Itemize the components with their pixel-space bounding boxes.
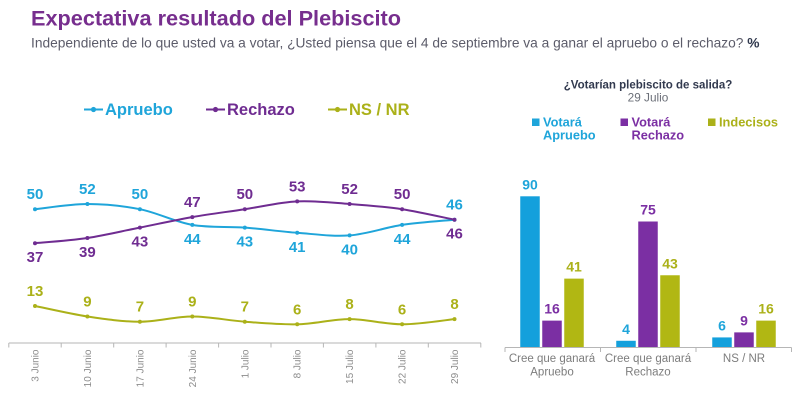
svg-text:Indecisos: Indecisos <box>719 115 778 130</box>
svg-text:7: 7 <box>241 299 249 316</box>
svg-text:46: 46 <box>446 197 463 214</box>
svg-text:13: 13 <box>27 283 44 300</box>
svg-text:22 Julio: 22 Julio <box>398 349 409 384</box>
svg-text:16: 16 <box>758 301 774 317</box>
svg-text:29 Julio: 29 Julio <box>628 91 669 105</box>
svg-text:9: 9 <box>83 294 91 311</box>
svg-text:10 Junio: 10 Junio <box>83 349 94 387</box>
svg-text:Apruebo: Apruebo <box>105 101 173 119</box>
svg-text:29 Julio: 29 Julio <box>450 349 461 384</box>
svg-text:4: 4 <box>622 321 630 337</box>
svg-text:9: 9 <box>740 312 748 328</box>
svg-text:43: 43 <box>132 234 149 251</box>
svg-text:NS / NR: NS / NR <box>349 101 410 119</box>
svg-text:¿Votarían plebiscito de salida: ¿Votarían plebiscito de salida? <box>564 80 733 92</box>
svg-text:Apruebo: Apruebo <box>530 367 573 379</box>
svg-text:Apruebo: Apruebo <box>543 128 596 143</box>
svg-text:43: 43 <box>236 234 253 251</box>
svg-text:39: 39 <box>79 244 96 261</box>
svg-text:43: 43 <box>662 255 678 271</box>
svg-text:47: 47 <box>184 194 201 211</box>
svg-text:17 Junio: 17 Junio <box>135 349 146 387</box>
svg-text:Votará: Votará <box>543 115 583 130</box>
svg-text:3 Junio: 3 Junio <box>31 349 42 382</box>
svg-text:50: 50 <box>394 186 411 203</box>
svg-text:52: 52 <box>79 181 96 198</box>
svg-text:Expectativa resultado del Pleb: Expectativa resultado del Plebiscito <box>31 6 401 31</box>
svg-text:6: 6 <box>293 301 301 318</box>
svg-text:50: 50 <box>132 186 149 203</box>
svg-text:Independiente de lo que usted: Independiente de lo que usted va a votar… <box>31 36 760 51</box>
svg-text:46: 46 <box>446 226 463 243</box>
svg-text:15 Julio: 15 Julio <box>345 349 356 384</box>
svg-text:Votará: Votará <box>632 115 672 130</box>
svg-text:Cree que ganará: Cree que ganará <box>605 353 692 365</box>
svg-text:37: 37 <box>27 249 44 266</box>
svg-text:8 Julio: 8 Julio <box>293 349 304 378</box>
svg-text:44: 44 <box>184 231 201 248</box>
svg-text:1 Julio: 1 Julio <box>240 349 251 378</box>
svg-text:75: 75 <box>640 202 656 218</box>
svg-text:NS / NR: NS / NR <box>723 353 765 365</box>
svg-text:6: 6 <box>718 317 726 333</box>
svg-text:41: 41 <box>289 239 306 256</box>
svg-text:52: 52 <box>341 181 358 198</box>
svg-text:90: 90 <box>522 176 538 192</box>
svg-text:50: 50 <box>27 186 44 203</box>
svg-text:Rechazo: Rechazo <box>625 367 670 379</box>
svg-text:24 Junio: 24 Junio <box>188 349 199 387</box>
svg-text:6: 6 <box>398 301 406 318</box>
svg-text:9: 9 <box>188 294 196 311</box>
svg-text:41: 41 <box>566 259 582 275</box>
svg-text:Rechazo: Rechazo <box>227 101 295 119</box>
svg-text:16: 16 <box>544 301 560 317</box>
svg-text:44: 44 <box>394 231 411 248</box>
svg-text:Rechazo: Rechazo <box>632 128 685 143</box>
svg-text:8: 8 <box>345 296 353 313</box>
svg-text:7: 7 <box>136 299 144 316</box>
svg-text:40: 40 <box>341 241 358 258</box>
svg-text:Cree que ganará: Cree que ganará <box>509 353 596 365</box>
svg-text:53: 53 <box>289 178 306 195</box>
svg-text:8: 8 <box>450 296 458 313</box>
svg-text:50: 50 <box>236 186 253 203</box>
